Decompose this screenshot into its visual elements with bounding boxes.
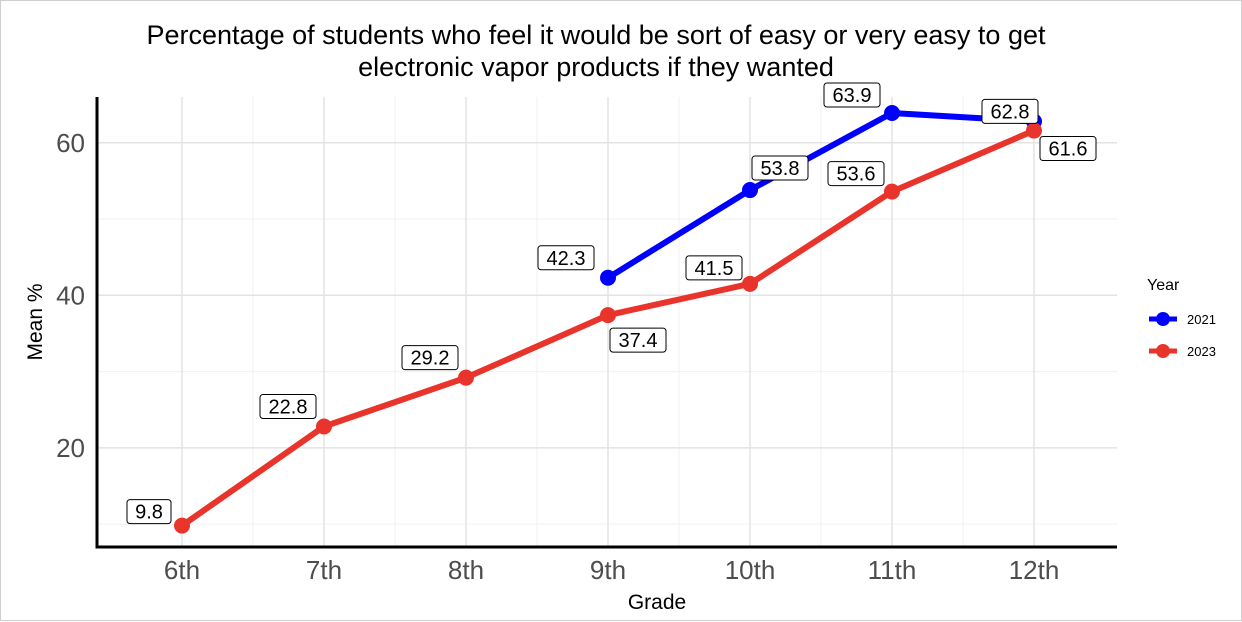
legend-title: Year bbox=[1147, 277, 1180, 294]
data-label-box bbox=[1039, 136, 1097, 162]
legend-label-2023: 2023 bbox=[1187, 344, 1216, 359]
x-tick-label: 12th bbox=[1009, 555, 1060, 585]
data-point-2023 bbox=[458, 369, 474, 386]
data-label-text: 9.8 bbox=[135, 502, 163, 524]
data-label-text: 61.6 bbox=[1049, 139, 1088, 161]
data-label-2023: 61.6 bbox=[1039, 136, 1097, 162]
data-label-text: 42.3 bbox=[547, 248, 586, 270]
data-point-2023 bbox=[742, 275, 758, 292]
legend-item-2021: 2021 bbox=[1147, 309, 1237, 341]
data-label-box bbox=[827, 161, 885, 187]
data-label-box bbox=[751, 155, 809, 181]
data-point-2023 bbox=[174, 517, 190, 534]
data-label-box bbox=[609, 327, 667, 353]
data-label-box bbox=[126, 499, 172, 525]
data-label-2023: 41.5 bbox=[685, 255, 743, 281]
data-point-2023 bbox=[600, 307, 616, 324]
data-label-box bbox=[823, 82, 881, 108]
data-label-box bbox=[537, 245, 595, 271]
y-tick-label: 20 bbox=[56, 433, 85, 463]
data-point-2023 bbox=[1026, 122, 1042, 139]
data-label-text: 41.5 bbox=[695, 258, 734, 280]
data-label-box bbox=[401, 345, 459, 371]
x-tick-label: 11th bbox=[868, 555, 917, 585]
data-label-2023: 9.8 bbox=[126, 499, 172, 525]
data-label-2023: 53.6 bbox=[827, 161, 885, 187]
data-label-2023: 29.2 bbox=[401, 345, 459, 371]
x-tick-label: 6th bbox=[164, 555, 200, 585]
y-tick-label: 60 bbox=[56, 128, 85, 158]
x-tick-label: 7th bbox=[306, 555, 342, 585]
data-label-box bbox=[981, 98, 1039, 124]
series-line-2021 bbox=[605, 110, 1037, 281]
legend: Year 2021 2023 bbox=[1147, 277, 1237, 373]
legend-swatch-2023 bbox=[1149, 344, 1177, 358]
data-point-2023 bbox=[884, 183, 900, 200]
data-label-2023: 37.4 bbox=[609, 327, 667, 353]
data-label-box bbox=[685, 255, 743, 281]
data-label-2021: 42.3 bbox=[537, 245, 595, 271]
data-label-text: 63.9 bbox=[833, 85, 872, 107]
chart-title: Percentage of students who feel it would… bbox=[146, 20, 1046, 82]
x-tick-label: 8th bbox=[448, 555, 484, 585]
data-label-2021: 63.9 bbox=[823, 82, 881, 108]
y-tick-label: 40 bbox=[56, 280, 85, 310]
data-point-2023 bbox=[316, 418, 332, 435]
data-label-2021: 62.8 bbox=[981, 98, 1039, 124]
data-point-2021 bbox=[600, 269, 616, 286]
y-axis-title: Mean % bbox=[24, 283, 47, 360]
legend-label-2021: 2021 bbox=[1187, 312, 1216, 327]
x-tick-label: 9th bbox=[590, 555, 626, 585]
legend-swatch-2021 bbox=[1149, 312, 1177, 326]
legend-item-2023: 2023 bbox=[1147, 341, 1237, 373]
data-label-text: 37.4 bbox=[619, 330, 658, 352]
data-label-text: 62.8 bbox=[991, 101, 1030, 123]
data-label-box bbox=[259, 393, 317, 419]
data-label-2023: 22.8 bbox=[259, 393, 317, 419]
data-point-2021 bbox=[884, 105, 900, 122]
data-label-text: 53.8 bbox=[761, 158, 800, 180]
x-tick-label: 10th bbox=[725, 555, 776, 585]
data-point-2021 bbox=[742, 182, 758, 199]
data-label-2021: 53.8 bbox=[751, 155, 809, 181]
data-label-text: 22.8 bbox=[269, 396, 308, 418]
data-label-text: 29.2 bbox=[411, 348, 450, 370]
data-label-text: 53.6 bbox=[837, 164, 876, 186]
x-axis-title: Grade bbox=[628, 591, 686, 614]
